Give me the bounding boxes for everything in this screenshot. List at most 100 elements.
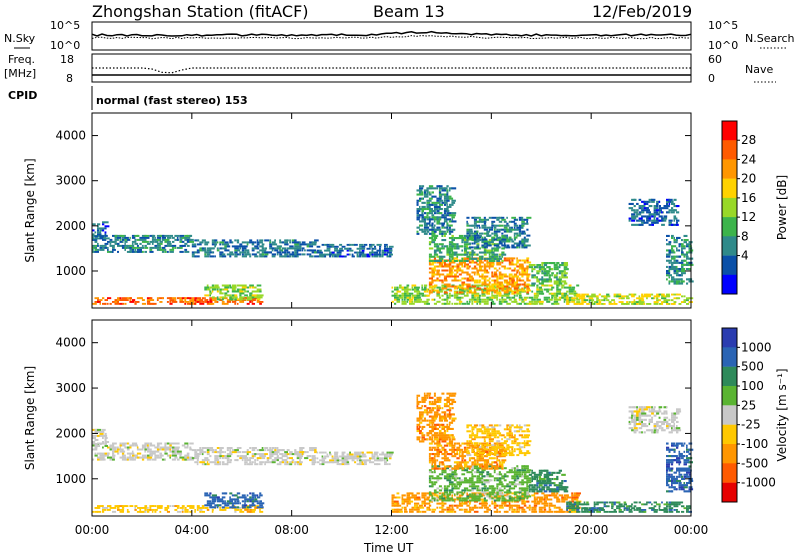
data-cell xyxy=(473,296,476,299)
data-cell xyxy=(483,455,488,458)
data-cell xyxy=(446,273,451,276)
data-cell xyxy=(414,496,418,499)
data-cell xyxy=(428,436,432,439)
data-cell xyxy=(311,243,317,246)
data-cell xyxy=(473,291,477,294)
data-cell xyxy=(666,255,671,258)
data-cell xyxy=(641,221,646,224)
data-cell xyxy=(556,294,559,297)
data-cell xyxy=(416,403,420,406)
data-cell xyxy=(466,228,470,231)
data-cell xyxy=(476,287,482,290)
data-cell xyxy=(428,208,433,211)
data-cell xyxy=(384,459,386,462)
data-cell xyxy=(446,465,450,468)
data-cell xyxy=(451,203,454,206)
data-cell xyxy=(249,298,253,301)
data-cell xyxy=(431,453,435,456)
data-cell xyxy=(476,263,482,266)
data-cell xyxy=(126,509,129,511)
data-cell xyxy=(254,286,257,289)
data-cell xyxy=(496,257,499,260)
data-cell xyxy=(441,461,444,464)
data-cell xyxy=(673,280,678,283)
data-cell xyxy=(478,300,482,303)
data-cell xyxy=(159,248,165,251)
data-cell xyxy=(443,496,449,499)
data-cell xyxy=(521,242,526,245)
data-cell xyxy=(199,241,203,244)
data-cell xyxy=(141,244,144,247)
data-cell xyxy=(117,299,121,301)
data-cell xyxy=(414,508,417,511)
data-cell xyxy=(493,296,497,299)
data-cell xyxy=(433,461,436,464)
data-cell xyxy=(481,432,485,435)
data-cell xyxy=(246,457,249,460)
data-cell xyxy=(254,294,258,297)
data-cell xyxy=(284,249,289,252)
data-cell xyxy=(526,500,530,503)
data-cell xyxy=(431,269,437,272)
data-cell xyxy=(114,238,119,241)
data-cell xyxy=(231,451,236,454)
data-cell xyxy=(501,238,507,241)
data-cell xyxy=(386,455,390,458)
data-cell xyxy=(244,500,247,503)
data-cell xyxy=(563,280,567,283)
data-cell xyxy=(274,451,279,454)
data-cell xyxy=(481,232,484,235)
data-cell xyxy=(251,301,254,303)
data-cell xyxy=(109,456,112,459)
data-cell xyxy=(538,268,543,271)
data-cell xyxy=(404,494,406,497)
data-cell xyxy=(421,185,425,188)
data-cell xyxy=(566,290,569,293)
data-cell xyxy=(251,294,255,297)
data-cell xyxy=(204,494,207,497)
data-cell xyxy=(498,434,503,437)
data-cell xyxy=(199,507,205,509)
data-cell xyxy=(468,257,472,260)
data-cell xyxy=(369,461,375,464)
data-cell xyxy=(638,211,642,214)
data-cell xyxy=(428,257,431,260)
data-cell xyxy=(204,459,209,462)
data-cell xyxy=(149,448,152,451)
data-cell xyxy=(448,421,453,424)
data-cell xyxy=(523,475,529,478)
data-cell xyxy=(201,453,204,456)
data-cell xyxy=(254,509,256,511)
data-cell xyxy=(481,294,486,297)
data-cell xyxy=(249,506,252,509)
data-cell xyxy=(516,479,519,482)
data-cell xyxy=(446,409,452,412)
data-cell xyxy=(99,452,105,455)
data-cell xyxy=(433,415,438,418)
data-cell xyxy=(521,498,525,501)
data-cell xyxy=(161,458,166,461)
data-cell xyxy=(548,284,553,287)
data-cell xyxy=(421,502,425,505)
data-cell xyxy=(501,300,505,303)
data-cell xyxy=(476,487,479,490)
data-cell xyxy=(371,251,377,254)
data-cell xyxy=(389,463,391,466)
data-cell xyxy=(481,444,486,447)
data-cell xyxy=(451,504,454,507)
data-cell xyxy=(443,259,448,262)
data-cell xyxy=(491,222,494,225)
data-cell xyxy=(411,496,417,499)
data-cell xyxy=(533,298,536,301)
data-cell xyxy=(94,238,98,241)
data-cell xyxy=(636,213,642,216)
data-cell xyxy=(523,471,527,474)
data-cell xyxy=(254,459,257,462)
data-cell xyxy=(419,430,422,433)
data-cell xyxy=(276,459,279,462)
data-cell xyxy=(438,259,442,262)
data-cell xyxy=(401,494,405,497)
data-cell xyxy=(231,284,237,287)
data-cell xyxy=(471,426,477,429)
data-cell xyxy=(92,437,96,439)
